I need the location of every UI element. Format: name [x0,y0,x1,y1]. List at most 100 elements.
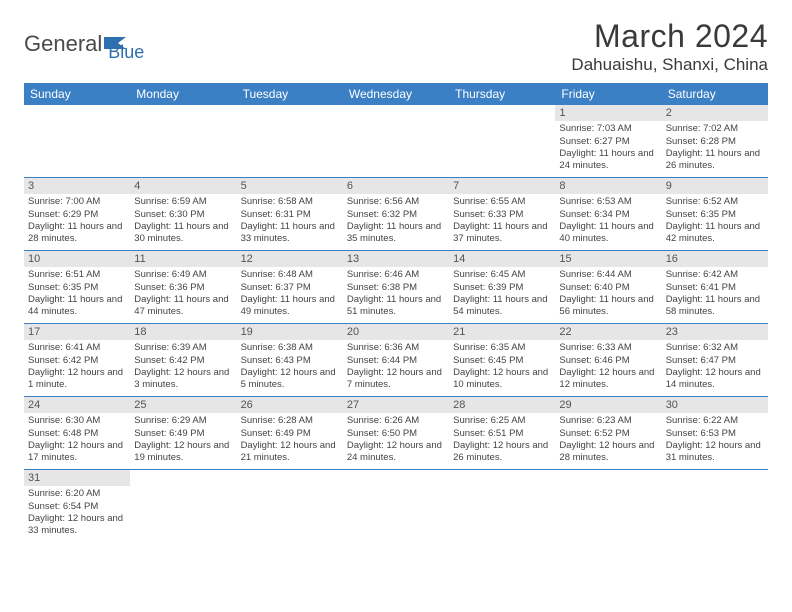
day-number: 25 [130,397,236,413]
day-cell [237,105,343,177]
daylight-text: Daylight: 11 hours and 40 minutes. [559,221,657,246]
day-number: 14 [449,251,555,267]
weekday-tue: Tuesday [237,83,343,105]
day-cell: 30Sunrise: 6:22 AMSunset: 6:53 PMDayligh… [662,397,768,469]
day-number: 10 [24,251,130,267]
day-cell: 7Sunrise: 6:55 AMSunset: 6:33 PMDaylight… [449,178,555,250]
sunrise-text: Sunrise: 6:41 AM [28,342,126,354]
day-number [343,470,449,486]
sunrise-text: Sunrise: 6:25 AM [453,415,551,427]
day-cell: 1Sunrise: 7:03 AMSunset: 6:27 PMDaylight… [555,105,661,177]
sunrise-text: Sunrise: 6:29 AM [134,415,232,427]
sunset-text: Sunset: 6:42 PM [28,355,126,367]
weekday-sat: Saturday [662,83,768,105]
weeks-container: 1Sunrise: 7:03 AMSunset: 6:27 PMDaylight… [24,105,768,542]
day-cell: 24Sunrise: 6:30 AMSunset: 6:48 PMDayligh… [24,397,130,469]
daylight-text: Daylight: 12 hours and 31 minutes. [666,440,764,465]
day-number: 30 [662,397,768,413]
sunset-text: Sunset: 6:48 PM [28,428,126,440]
sunset-text: Sunset: 6:42 PM [134,355,232,367]
daylight-text: Daylight: 11 hours and 26 minutes. [666,148,764,173]
weekday-mon: Monday [130,83,236,105]
sunset-text: Sunset: 6:40 PM [559,282,657,294]
daylight-text: Daylight: 11 hours and 51 minutes. [347,294,445,319]
day-number: 11 [130,251,236,267]
daylight-text: Daylight: 11 hours and 30 minutes. [134,221,232,246]
day-cell [449,470,555,542]
sunset-text: Sunset: 6:35 PM [28,282,126,294]
sunrise-text: Sunrise: 7:00 AM [28,196,126,208]
sunrise-text: Sunrise: 6:42 AM [666,269,764,281]
day-cell: 31Sunrise: 6:20 AMSunset: 6:54 PMDayligh… [24,470,130,542]
daylight-text: Daylight: 12 hours and 14 minutes. [666,367,764,392]
sunset-text: Sunset: 6:41 PM [666,282,764,294]
daylight-text: Daylight: 11 hours and 58 minutes. [666,294,764,319]
day-number: 16 [662,251,768,267]
brand-part1: General [24,31,102,57]
day-cell [130,105,236,177]
sunrise-text: Sunrise: 6:38 AM [241,342,339,354]
daylight-text: Daylight: 12 hours and 24 minutes. [347,440,445,465]
day-number: 15 [555,251,661,267]
daylight-text: Daylight: 11 hours and 54 minutes. [453,294,551,319]
day-number: 31 [24,470,130,486]
sunset-text: Sunset: 6:27 PM [559,136,657,148]
sunset-text: Sunset: 6:29 PM [28,209,126,221]
day-cell: 18Sunrise: 6:39 AMSunset: 6:42 PMDayligh… [130,324,236,396]
day-cell: 20Sunrise: 6:36 AMSunset: 6:44 PMDayligh… [343,324,449,396]
sunrise-text: Sunrise: 6:44 AM [559,269,657,281]
day-number: 7 [449,178,555,194]
day-number: 23 [662,324,768,340]
day-number: 29 [555,397,661,413]
daylight-text: Daylight: 11 hours and 49 minutes. [241,294,339,319]
weekday-sun: Sunday [24,83,130,105]
brand-logo: General Blue [24,24,144,63]
day-cell: 9Sunrise: 6:52 AMSunset: 6:35 PMDaylight… [662,178,768,250]
day-cell: 5Sunrise: 6:58 AMSunset: 6:31 PMDaylight… [237,178,343,250]
day-cell: 19Sunrise: 6:38 AMSunset: 6:43 PMDayligh… [237,324,343,396]
day-number: 28 [449,397,555,413]
sunset-text: Sunset: 6:30 PM [134,209,232,221]
sunrise-text: Sunrise: 6:28 AM [241,415,339,427]
daylight-text: Daylight: 12 hours and 1 minute. [28,367,126,392]
sunrise-text: Sunrise: 6:32 AM [666,342,764,354]
day-cell [449,105,555,177]
sunrise-text: Sunrise: 6:35 AM [453,342,551,354]
day-cell: 14Sunrise: 6:45 AMSunset: 6:39 PMDayligh… [449,251,555,323]
sunrise-text: Sunrise: 6:30 AM [28,415,126,427]
week-row: 1Sunrise: 7:03 AMSunset: 6:27 PMDaylight… [24,105,768,178]
sunset-text: Sunset: 6:35 PM [666,209,764,221]
day-number: 19 [237,324,343,340]
day-cell: 6Sunrise: 6:56 AMSunset: 6:32 PMDaylight… [343,178,449,250]
day-cell: 8Sunrise: 6:53 AMSunset: 6:34 PMDaylight… [555,178,661,250]
sunset-text: Sunset: 6:38 PM [347,282,445,294]
daylight-text: Daylight: 11 hours and 37 minutes. [453,221,551,246]
day-number: 18 [130,324,236,340]
day-number: 17 [24,324,130,340]
daylight-text: Daylight: 12 hours and 26 minutes. [453,440,551,465]
week-row: 17Sunrise: 6:41 AMSunset: 6:42 PMDayligh… [24,324,768,397]
day-cell [343,470,449,542]
sunset-text: Sunset: 6:49 PM [241,428,339,440]
daylight-text: Daylight: 11 hours and 42 minutes. [666,221,764,246]
sunrise-text: Sunrise: 6:36 AM [347,342,445,354]
day-number: 5 [237,178,343,194]
day-cell: 21Sunrise: 6:35 AMSunset: 6:45 PMDayligh… [449,324,555,396]
day-cell: 17 Sunrise: 6:41 AMSunset: 6:42 PMDayligh… [24,324,130,396]
day-number: 6 [343,178,449,194]
day-number: 13 [343,251,449,267]
day-cell: 23Sunrise: 6:32 AMSunset: 6:47 PMDayligh… [662,324,768,396]
sunset-text: Sunset: 6:46 PM [559,355,657,367]
sunset-text: Sunset: 6:32 PM [347,209,445,221]
day-cell [343,105,449,177]
day-number: 21 [449,324,555,340]
weekday-header: Sunday Monday Tuesday Wednesday Thursday… [24,83,768,105]
day-number [343,105,449,121]
day-cell: 16 Sunrise: 6:42 AMSunset: 6:41 PMDayligh… [662,251,768,323]
daylight-text: Daylight: 12 hours and 21 minutes. [241,440,339,465]
daylight-text: Daylight: 11 hours and 56 minutes. [559,294,657,319]
calendar: Sunday Monday Tuesday Wednesday Thursday… [24,83,768,542]
daylight-text: Daylight: 11 hours and 28 minutes. [28,221,126,246]
daylight-text: Daylight: 12 hours and 3 minutes. [134,367,232,392]
page-title: March 2024 [571,18,768,55]
